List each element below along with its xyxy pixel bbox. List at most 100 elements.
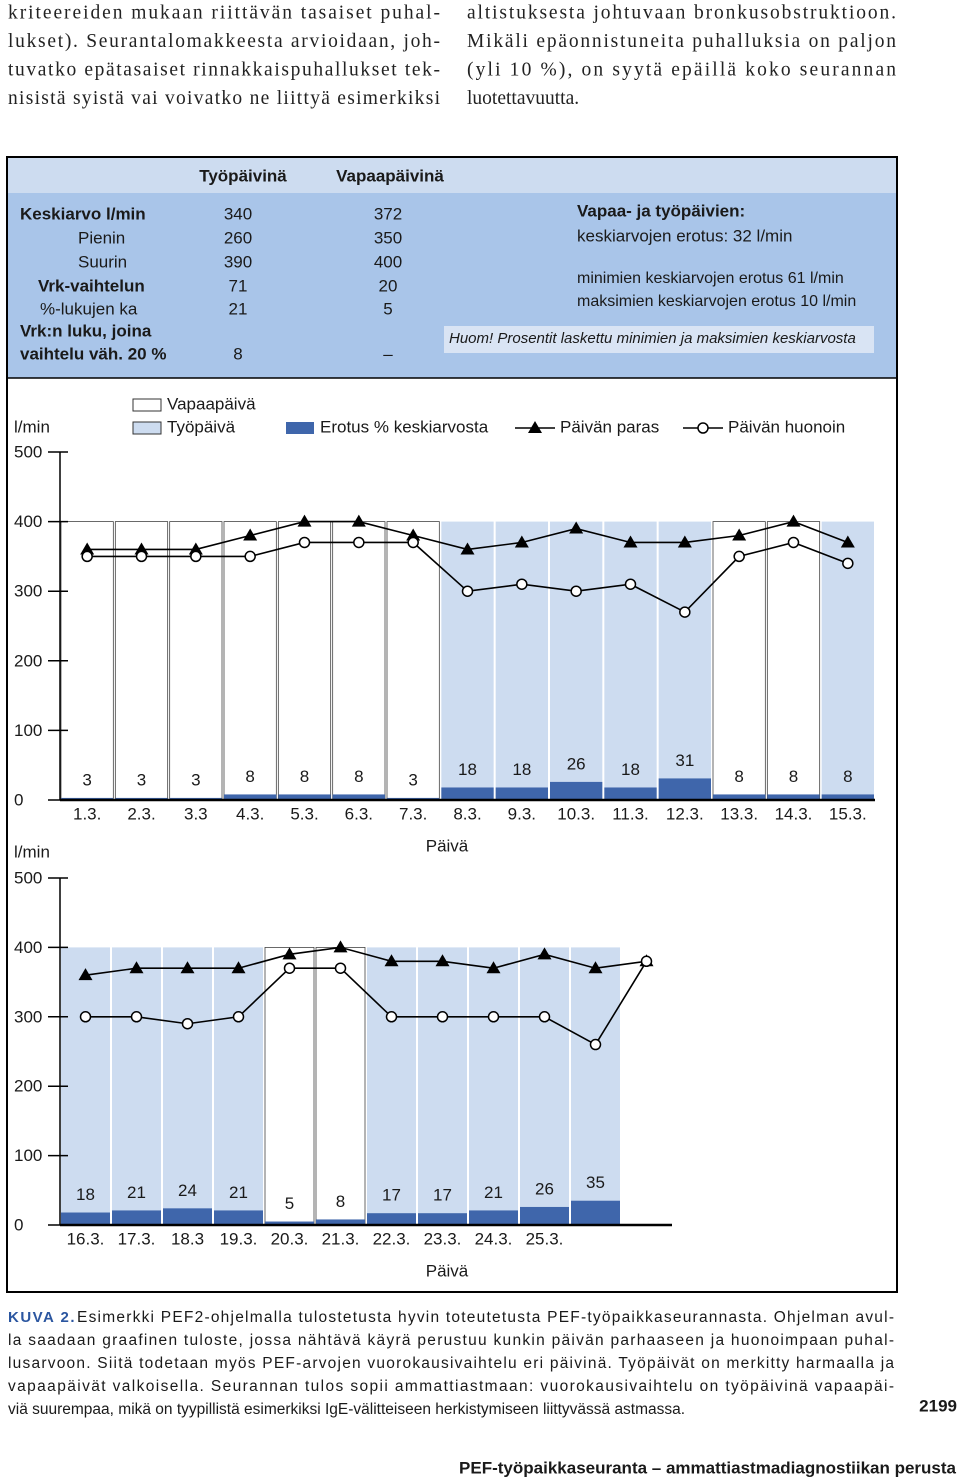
difference-bar	[767, 794, 820, 800]
marker-circle	[232, 1011, 245, 1023]
y-tick-label: 300	[14, 582, 42, 601]
marker-circle	[298, 536, 311, 549]
day-column	[604, 521, 657, 800]
value-label: 3	[137, 770, 146, 789]
value-label: 26	[567, 754, 586, 773]
marker-triangle	[129, 961, 144, 974]
body-text-line: luotettavuutta.	[467, 88, 579, 109]
difference-bar	[418, 1213, 467, 1225]
value-label: 18	[621, 760, 640, 779]
marker-triangle	[537, 947, 552, 960]
x-axis-label: Päivä	[426, 836, 469, 855]
marker-circle	[787, 536, 800, 549]
difference-bar	[571, 1200, 620, 1225]
marker-triangle	[677, 535, 692, 548]
marker-triangle	[486, 961, 501, 974]
x-tick-label: 8.3.	[453, 804, 481, 823]
summary-value: 350	[374, 228, 402, 247]
marker-triangle	[243, 528, 258, 541]
legend-swatch	[132, 398, 162, 412]
day-column	[520, 947, 569, 1225]
day-column	[214, 947, 263, 1225]
day-column	[264, 947, 315, 1226]
comparison-line: keskiarvojen erotus: 32 l/min	[577, 226, 792, 245]
marker-circle	[353, 536, 365, 549]
value-label: 8	[245, 767, 254, 786]
day-column	[112, 947, 161, 1225]
summary-value: 400	[374, 252, 402, 271]
body-text-line: tuvatko epätasaiset rinnakkaispuhallukse…	[8, 59, 440, 80]
legend-marker	[528, 421, 542, 433]
marker-triangle	[80, 542, 95, 555]
comparison-line: minimien keskiarvojen erotus 61 l/min	[577, 270, 844, 287]
caption-line: viä suurempaa, mikä on tyypillistä esime…	[8, 1401, 685, 1418]
marker-triangle	[406, 528, 421, 541]
value-label: 3	[408, 770, 417, 789]
value-label: 35	[586, 1173, 605, 1192]
x-tick-label: 21.3.	[322, 1229, 360, 1248]
marker-circle	[570, 585, 582, 597]
summary-value: 340	[224, 204, 252, 223]
series-line	[85, 960, 648, 1046]
marker-circle	[538, 1011, 551, 1023]
summary-value: –	[383, 344, 393, 363]
y-tick-label: 400	[14, 938, 42, 957]
day-column	[658, 521, 711, 800]
marker-triangle	[460, 542, 475, 555]
y-tick-label: 400	[14, 512, 42, 531]
body-text-line: kriteereiden mukaan riittävän tasaiset p…	[8, 2, 440, 23]
day-column	[571, 947, 620, 1225]
difference-bar	[713, 794, 766, 800]
legend-marker	[697, 422, 709, 434]
day-column	[550, 521, 603, 800]
value-label: 18	[458, 760, 477, 779]
marker-circle	[461, 585, 474, 597]
summary-value: 71	[229, 276, 248, 295]
marker-circle	[436, 1011, 449, 1023]
marker-circle	[181, 1017, 194, 1030]
summary-row-label: Keskiarvo l/min	[20, 204, 146, 223]
x-tick-label: 12.3.	[666, 804, 704, 823]
summary-value: 390	[224, 252, 252, 271]
marker-circle	[385, 1011, 398, 1023]
summary-header-bg	[7, 157, 897, 193]
y-tick-label: 0	[14, 1215, 23, 1234]
value-label: 8	[300, 767, 309, 786]
marker-circle	[130, 1011, 143, 1023]
y-tick-label: 300	[14, 1007, 42, 1026]
marker-circle	[334, 962, 347, 974]
x-tick-label: 11.3.	[612, 804, 649, 823]
value-label: 17	[433, 1186, 452, 1205]
y-axis-label: l/min	[14, 417, 50, 436]
marker-triangle	[282, 947, 297, 960]
day-column	[277, 521, 332, 801]
y-tick-label: 500	[14, 442, 42, 461]
marker-circle	[640, 955, 653, 968]
comparison-line: maksimien keskiarvojen erotus 10 l/min	[577, 293, 856, 310]
charts: 3 3 3 8 8 8 318 18 26 18 318 8 80100200300400500l/mi…	[14, 394, 875, 1280]
day-column	[469, 947, 518, 1225]
marker-circle	[589, 1038, 602, 1051]
x-tick-label: 19.3.	[220, 1229, 258, 1248]
marker-triangle	[297, 514, 312, 527]
day-column	[223, 521, 277, 801]
summary-header: Työpäivinä	[199, 166, 287, 185]
y-axis-label: l/min	[14, 842, 50, 861]
marker-triangle	[134, 542, 149, 555]
day-column	[441, 521, 494, 800]
marker-triangle	[623, 535, 638, 548]
value-label: 21	[229, 1183, 248, 1202]
body-text-line: Mikäli epäonnistuneita puhalluksia on pa…	[467, 31, 896, 52]
y-tick-label: 100	[14, 1146, 42, 1165]
difference-bar	[441, 787, 494, 800]
difference-bar	[367, 1213, 416, 1225]
difference-bar	[604, 787, 657, 800]
summary-value: 372	[374, 204, 402, 223]
value-label: 24	[178, 1181, 197, 1200]
marker-triangle	[180, 961, 195, 974]
y-tick-label: 200	[14, 651, 42, 670]
marker-triangle	[569, 521, 584, 534]
difference-bar	[316, 1219, 365, 1225]
marker-circle	[135, 550, 148, 563]
